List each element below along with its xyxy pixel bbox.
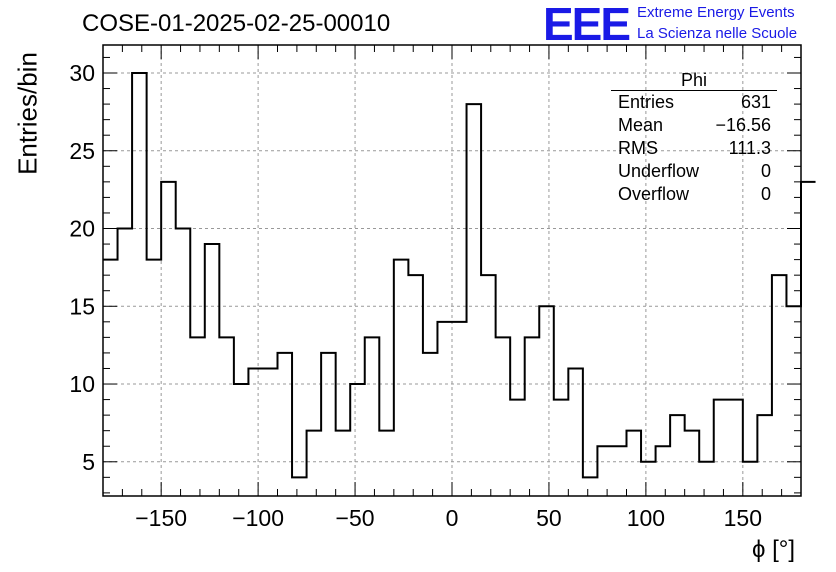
- y-axis-label: Entries/bin: [12, 52, 43, 175]
- histogram-bin: [423, 353, 438, 496]
- histogram-bin: [248, 368, 263, 496]
- histogram-bin: [481, 275, 496, 496]
- histogram-bin: [234, 384, 249, 496]
- histogram-bin: [394, 260, 409, 496]
- histogram-bin: [147, 260, 162, 496]
- histogram-bin: [307, 431, 322, 496]
- histogram-bin: [786, 306, 801, 496]
- stats-value: 111.3: [728, 138, 771, 158]
- histogram-bin: [801, 182, 816, 496]
- stats-label: RMS: [618, 138, 658, 158]
- histogram-bin: [714, 400, 729, 496]
- stats-label: Underflow: [618, 161, 700, 181]
- histogram-bin: [292, 477, 307, 496]
- histogram-bin: [728, 400, 743, 496]
- histogram-bin: [467, 104, 482, 496]
- x-axis-label: ϕ [°]: [752, 536, 796, 563]
- histogram-bin: [452, 322, 467, 496]
- histogram-bin: [670, 415, 685, 496]
- histogram-bin: [103, 260, 118, 496]
- histogram-bin: [379, 431, 394, 496]
- histogram-bin: [699, 462, 714, 496]
- brand-line-1: Extreme Energy Events: [637, 4, 795, 21]
- histogram-bin: [583, 477, 598, 496]
- stats-row-underflow: Underflow 0: [611, 160, 777, 183]
- histogram-bin: [350, 384, 365, 496]
- stats-row-rms: RMS 111.3: [611, 137, 777, 160]
- y-tick-label: 20: [69, 216, 95, 242]
- x-tick-label: −100: [232, 505, 284, 531]
- histogram-bin: [496, 337, 511, 496]
- x-tick-label: 150: [724, 505, 762, 531]
- y-tick-label: 30: [69, 60, 95, 86]
- histogram-bin: [627, 431, 642, 496]
- histogram-bin: [176, 229, 191, 496]
- x-tick-label: −50: [336, 505, 375, 531]
- stats-value: 0: [760, 184, 771, 204]
- histogram-bin: [190, 337, 205, 496]
- histogram-bin: [772, 275, 787, 496]
- histogram-outline: [103, 71, 816, 479]
- histogram-bin: [205, 244, 220, 496]
- stats-row-mean: Mean −16.56: [611, 114, 777, 137]
- stats-row-overflow: Overflow 0: [611, 183, 777, 206]
- histogram-bin: [743, 462, 758, 496]
- y-tick-label: 10: [69, 371, 95, 397]
- brand-line-2: La Scienza nelle Scuole: [637, 25, 798, 42]
- x-tick-label: 100: [627, 505, 665, 531]
- histogram-bin: [757, 415, 772, 496]
- histogram-bin: [365, 337, 380, 496]
- histogram-bin: [568, 368, 583, 496]
- eee-logo: EEE: [543, 0, 631, 50]
- histogram-bin: [525, 337, 540, 496]
- stats-value: −16.56: [715, 115, 771, 135]
- histogram-bin: [510, 400, 525, 496]
- x-tick-label: 0: [446, 505, 459, 531]
- stats-row-entries: Entries 631: [611, 91, 777, 114]
- histogram-bin: [219, 337, 234, 496]
- plot-title: COSE-01-2025-02-25-00010: [82, 10, 391, 37]
- stats-label: Entries: [618, 92, 675, 112]
- histogram-bin: [612, 446, 627, 496]
- histogram-bin: [132, 73, 147, 496]
- histogram-bin: [408, 275, 423, 496]
- histogram-bin: [641, 462, 656, 496]
- histogram-bin: [554, 400, 569, 496]
- stats-label: Mean: [618, 115, 664, 135]
- stats-value: 0: [760, 161, 771, 181]
- stats-label: Overflow: [618, 184, 690, 204]
- stats-value: 631: [740, 92, 771, 112]
- histogram-bin: [539, 306, 554, 496]
- histogram-bin: [263, 368, 278, 496]
- histogram-bin: [321, 353, 336, 496]
- histogram-bin: [656, 446, 671, 496]
- stats-box: Phi Entries 631 Mean −16.56 RMS 111.3 Un…: [611, 70, 777, 206]
- histogram-bin: [336, 431, 351, 496]
- y-tick-label: 25: [69, 138, 95, 164]
- histogram-bin: [118, 229, 133, 496]
- stats-title: Phi: [611, 70, 777, 91]
- y-tick-label: 15: [69, 293, 95, 319]
- histogram-bin: [278, 353, 293, 496]
- y-tick-label: 5: [82, 449, 95, 475]
- histogram-bin: [597, 446, 612, 496]
- x-tick-label: 50: [536, 505, 562, 531]
- histogram-bin: [685, 431, 700, 496]
- x-tick-label: −150: [135, 505, 187, 531]
- histogram-bin: [437, 322, 452, 496]
